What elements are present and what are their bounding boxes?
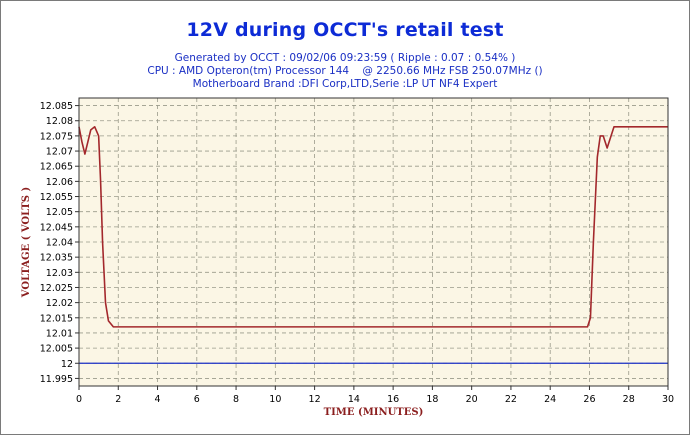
y-axis-ticks: 12.085 12.08 12.075 12.07 12.065 12.06 12.055 1…	[40, 101, 79, 385]
x-tick-label: 8	[233, 394, 239, 405]
x-tick-label: 26	[583, 394, 595, 405]
y-tick-label: 12.015	[40, 313, 73, 324]
x-axis-label: TIME (MINUTES)	[324, 407, 424, 418]
y-tick-label: 12.05	[46, 207, 73, 218]
y-tick-label: 12.075	[40, 131, 73, 142]
y-tick-label: 12.045	[40, 222, 73, 233]
y-tick-label: 12.055	[40, 192, 73, 203]
x-tick-label: 4	[155, 394, 161, 405]
grid-lines	[79, 98, 668, 386]
y-tick-label: 12.01	[46, 328, 73, 339]
y-tick-label: 12.035	[40, 253, 73, 264]
x-tick-label: 22	[505, 394, 517, 405]
y-axis-label: VOLTAGE ( VOLTS )	[21, 187, 32, 298]
x-axis-ticks: 0 2 4 6 8 10 12 14 16 18 20 22 24 26 28 30	[76, 386, 674, 405]
x-tick-label: 30	[662, 394, 674, 405]
x-tick-label: 0	[76, 394, 82, 405]
x-tick-label: 18	[426, 394, 438, 405]
subtitle-motherboard: Motherboard Brand :DFI Corp,LTD,Serie :L…	[192, 78, 498, 90]
y-tick-label: 12.085	[40, 101, 73, 112]
chart-title: 12V during OCCT's retail test	[186, 19, 504, 41]
y-tick-label: 12.08	[46, 116, 73, 127]
x-tick-label: 6	[194, 394, 200, 405]
y-tick-label: 12.065	[40, 162, 73, 173]
x-tick-label: 24	[544, 394, 556, 405]
subtitle-generated: Generated by OCCT : 09/02/06 09:23:59 ( …	[174, 52, 516, 64]
x-tick-label: 2	[115, 394, 121, 405]
voltage-series	[78, 126, 668, 328]
x-tick-label: 12	[309, 394, 321, 405]
y-tick-label: 12.005	[40, 344, 73, 355]
y-tick-label: 12.07	[46, 147, 73, 158]
y-tick-label: 12.02	[46, 298, 73, 309]
x-tick-label: 16	[387, 394, 399, 405]
y-tick-label: 12.03	[46, 268, 73, 279]
x-tick-label: 20	[466, 394, 478, 405]
y-tick-label: 12.06	[46, 177, 73, 188]
y-tick-label: 12.04	[46, 238, 73, 249]
y-tick-label: 12	[61, 359, 73, 370]
voltage-line	[78, 126, 668, 328]
y-tick-label: 11.995	[40, 374, 73, 385]
x-tick-label: 10	[269, 394, 281, 405]
subtitle-cpu: CPU : AMD Opteron(tm) Processor 144 @ 22…	[147, 65, 543, 77]
x-tick-label: 28	[623, 394, 635, 405]
y-tick-label: 12.025	[40, 283, 73, 294]
x-tick-label: 14	[348, 394, 360, 405]
